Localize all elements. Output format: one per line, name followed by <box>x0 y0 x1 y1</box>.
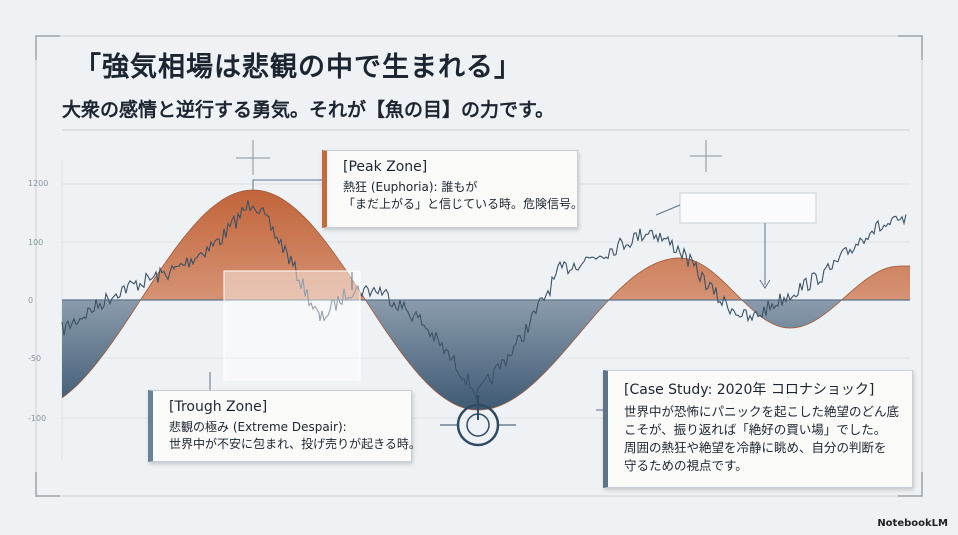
callout-line: 悲観の極み (Extreme Despair): <box>169 420 347 434</box>
axis-label: -50 <box>28 354 42 363</box>
brand: NotebookLM <box>877 518 948 529</box>
target <box>440 395 516 447</box>
callout-line: 守るための視点です。 <box>624 458 748 473</box>
subtitle: 大衆の感情と逆行する勇気。それが【魚の目】の力です。 <box>62 99 555 121</box>
callout-line: 世界中が恐怖にパニックを起こした絶望のどん底 <box>624 404 900 419</box>
axis-label: -100 <box>28 414 47 423</box>
glass-panel <box>223 270 361 381</box>
connectors <box>209 179 771 411</box>
callout-line: 周囲の熱狂や絶望を冷静に眺め、自分の判断を <box>624 440 887 455</box>
axis-label: 100 <box>28 238 44 247</box>
case-study-callout: [Case Study: 2020年 コロナショック] 世界中が恐怖にパニックを… <box>603 370 913 488</box>
callout-heading: [Trough Zone] <box>169 399 268 415</box>
peak-callout: [Peak Zone] 熱狂 (Euphoria): 誰もが 「まだ上がる」と信… <box>322 150 584 228</box>
callout-heading: [Peak Zone] <box>343 159 428 175</box>
info-chip <box>679 192 817 224</box>
axis-label: 0 <box>28 296 34 305</box>
axis-label: 1200 <box>28 179 49 188</box>
callout-line: 世界中が不安に包まれ、投げ売りが起きる時。 <box>169 437 421 451</box>
callout-line: 熱狂 (Euphoria): 誰もが <box>343 180 478 194</box>
wave-trough-area <box>62 300 910 410</box>
callout-line: こそが、振り返れば「絶好の買い場」でした。 <box>624 422 887 437</box>
callout-heading: [Case Study: 2020年 コロナショック] <box>624 382 875 398</box>
title: 「強気相場は悲観の中で生まれる」 <box>74 52 522 83</box>
price-line <box>61 200 907 401</box>
trough-callout: [Trough Zone] 悲観の極み (Extreme Despair): 世… <box>148 390 421 462</box>
wave-outline <box>61 189 910 411</box>
callout-line: 「まだ上がる」と信じている時。危険信号。 <box>343 197 584 211</box>
